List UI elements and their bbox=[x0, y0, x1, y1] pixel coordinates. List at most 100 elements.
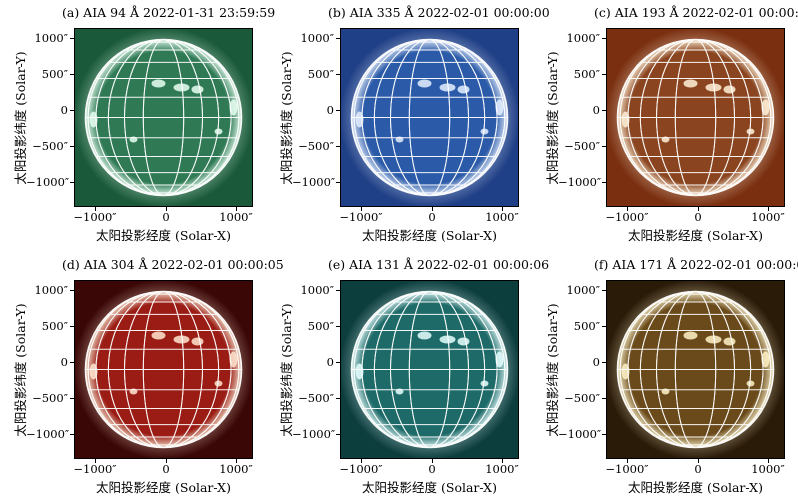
x-tick-mark bbox=[236, 459, 237, 463]
y-tick-label: 1000″ bbox=[566, 31, 600, 45]
y-tick-mark bbox=[602, 326, 606, 327]
y-tick-mark bbox=[336, 290, 340, 291]
y-tick-label: −500″ bbox=[564, 391, 600, 405]
y-tick-label: −1000″ bbox=[26, 175, 70, 189]
panel-title: (b) AIA 335 Å 2022-02-01 00:00:00 bbox=[328, 5, 550, 20]
x-tick-mark bbox=[432, 207, 433, 211]
aia-panel-b: (b) AIA 335 Å 2022-02-01 00:00:00 1000″ 50… bbox=[266, 0, 550, 252]
solar-limb bbox=[616, 38, 775, 197]
y-tick-label: −1000″ bbox=[292, 427, 336, 441]
y-tick-label: −1000″ bbox=[292, 175, 336, 189]
y-axis-label: 太阳投影纬度 (Solar-Y) bbox=[545, 51, 560, 185]
y-tick-mark bbox=[602, 182, 606, 183]
heliographic-grid bbox=[84, 290, 243, 449]
active-region bbox=[151, 79, 166, 88]
active-region bbox=[761, 99, 770, 116]
solar-image bbox=[340, 28, 519, 207]
aia-panel-f: (f) AIA 171 Å 2022-02-01 00:00:09 1000″ 50… bbox=[532, 252, 798, 504]
x-axis-label: 太阳投影经度 (Solar-X) bbox=[628, 480, 763, 495]
heliographic-grid bbox=[350, 290, 509, 449]
x-tick-mark bbox=[361, 207, 362, 211]
y-tick-label: 500″ bbox=[307, 67, 334, 81]
active-region bbox=[457, 85, 470, 94]
y-tick-mark bbox=[336, 434, 340, 435]
x-tick-mark bbox=[95, 207, 96, 211]
y-tick-mark bbox=[70, 146, 74, 147]
x-tick-mark bbox=[361, 459, 362, 463]
sun-disk-svg bbox=[341, 29, 518, 206]
y-tick-label: −500″ bbox=[32, 139, 68, 153]
active-region bbox=[151, 331, 166, 340]
x-tick-mark bbox=[627, 207, 628, 211]
y-tick-label: 0 bbox=[60, 355, 68, 369]
x-tick-label: 1000″ bbox=[485, 462, 519, 476]
y-tick-mark bbox=[70, 326, 74, 327]
y-tick-label: 1000″ bbox=[34, 283, 68, 297]
y-tick-label: 1000″ bbox=[300, 283, 334, 297]
y-axis-label: 太阳投影纬度 (Solar-Y) bbox=[279, 303, 294, 437]
y-tick-label: 0 bbox=[592, 103, 600, 117]
panel-title: (a) AIA 94 Å 2022-01-31 23:59:59 bbox=[62, 5, 276, 20]
active-region bbox=[495, 351, 504, 368]
active-region bbox=[417, 79, 432, 88]
x-tick-mark bbox=[768, 207, 769, 211]
active-region bbox=[705, 335, 722, 344]
active-region bbox=[191, 85, 204, 94]
y-tick-mark bbox=[602, 38, 606, 39]
y-tick-mark bbox=[70, 362, 74, 363]
heliographic-grid bbox=[350, 38, 509, 197]
active-region bbox=[683, 331, 698, 340]
y-tick-label: −500″ bbox=[298, 139, 334, 153]
active-region bbox=[439, 83, 456, 92]
y-tick-mark bbox=[70, 434, 74, 435]
y-tick-mark bbox=[70, 110, 74, 111]
sun-disk-svg bbox=[75, 281, 252, 458]
x-tick-label: 0 bbox=[162, 210, 170, 224]
sun-disk-svg bbox=[75, 29, 252, 206]
y-tick-mark bbox=[336, 398, 340, 399]
x-tick-mark bbox=[698, 459, 699, 463]
y-tick-label: −1000″ bbox=[558, 175, 602, 189]
y-tick-label: 500″ bbox=[307, 319, 334, 333]
x-tick-label: 1000″ bbox=[751, 210, 785, 224]
solar-limb bbox=[84, 38, 243, 197]
active-region bbox=[439, 335, 456, 344]
y-tick-mark bbox=[336, 110, 340, 111]
y-tick-mark bbox=[336, 74, 340, 75]
y-axis-label: 太阳投影纬度 (Solar-Y) bbox=[545, 303, 560, 437]
y-tick-mark bbox=[602, 362, 606, 363]
x-tick-mark bbox=[502, 459, 503, 463]
active-region bbox=[457, 337, 470, 346]
x-tick-mark bbox=[627, 459, 628, 463]
solar-limb bbox=[350, 38, 509, 197]
x-axis-label: 太阳投影经度 (Solar-X) bbox=[96, 228, 231, 243]
y-tick-mark bbox=[602, 290, 606, 291]
x-tick-mark bbox=[236, 207, 237, 211]
x-tick-label: −1000″ bbox=[339, 462, 383, 476]
sun-disk-svg bbox=[607, 281, 784, 458]
x-tick-mark bbox=[166, 459, 167, 463]
active-region bbox=[229, 99, 238, 116]
y-tick-label: 500″ bbox=[573, 67, 600, 81]
y-tick-label: 0 bbox=[60, 103, 68, 117]
aia-panel-c: (c) AIA 193 Å 2022-02-01 00:00:04 1000″ 50… bbox=[532, 0, 798, 252]
x-tick-label: −1000″ bbox=[73, 462, 117, 476]
solar-limb bbox=[350, 290, 509, 449]
x-tick-label: 0 bbox=[428, 462, 436, 476]
x-axis-label: 太阳投影经度 (Solar-X) bbox=[362, 480, 497, 495]
panel-title: (f) AIA 171 Å 2022-02-01 00:00:09 bbox=[594, 257, 798, 272]
x-tick-label: −1000″ bbox=[339, 210, 383, 224]
active-region bbox=[495, 99, 504, 116]
x-tick-label: 0 bbox=[162, 462, 170, 476]
x-axis-label: 太阳投影经度 (Solar-X) bbox=[96, 480, 231, 495]
active-region bbox=[173, 83, 190, 92]
x-tick-label: 0 bbox=[694, 210, 702, 224]
y-tick-label: 0 bbox=[326, 355, 334, 369]
y-tick-mark bbox=[602, 398, 606, 399]
y-tick-label: 500″ bbox=[573, 319, 600, 333]
sun-disk-svg bbox=[341, 281, 518, 458]
y-tick-label: 0 bbox=[592, 355, 600, 369]
y-tick-label: 500″ bbox=[41, 67, 68, 81]
x-tick-label: 1000″ bbox=[751, 462, 785, 476]
sun-disk-svg bbox=[607, 29, 784, 206]
